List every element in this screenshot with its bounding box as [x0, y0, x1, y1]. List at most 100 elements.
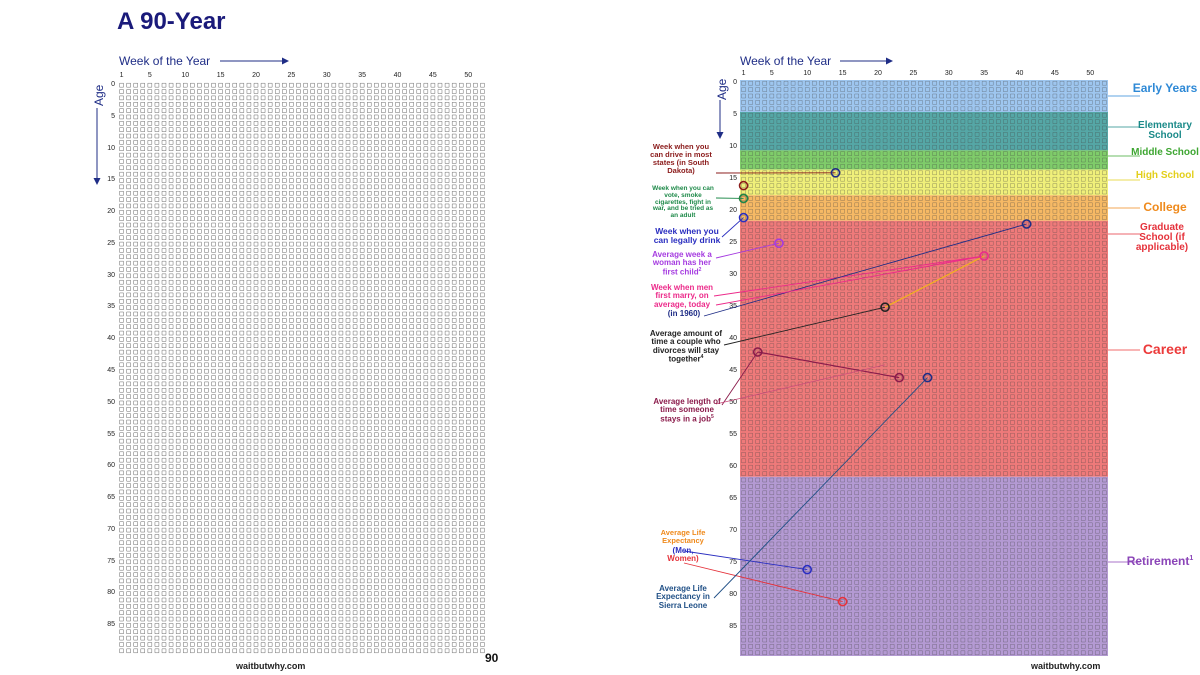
age-tick-right-30: 30	[729, 271, 737, 278]
milestone-marker-job-end	[894, 372, 905, 383]
age-tick-left-25: 25	[107, 239, 115, 247]
note-divorce-footnote: 4	[700, 354, 704, 361]
milestone-marker-2	[738, 212, 749, 223]
stage-band-7	[740, 476, 1108, 656]
divorce-duration-line	[884, 255, 985, 308]
week-tick-left-1: 1	[119, 72, 124, 79]
note-drink: Week when you can legally drink	[653, 226, 721, 245]
leader-line-4	[713, 255, 985, 297]
age-tick-left-40: 40	[107, 335, 115, 343]
note-life-expectancy: Average Life Expectancy	[660, 528, 706, 545]
leader-line-9	[683, 550, 808, 571]
week-tick-right-1: 1	[741, 70, 746, 77]
stage-band-2	[740, 150, 1108, 170]
week-tick-right-25: 25	[909, 70, 918, 77]
stage-band-3	[740, 169, 1108, 196]
note-job-text: Average length of time someone stays in …	[653, 397, 721, 424]
week-tick-right-35: 35	[980, 70, 989, 77]
note-drive: Week when you can drive in most states (…	[650, 142, 712, 175]
age-tick-left-30: 30	[107, 271, 115, 279]
page-number: 90	[485, 651, 499, 665]
week-box-grid	[741, 80, 1107, 656]
life-grid-annotated	[740, 80, 1108, 656]
week-tick-right-30: 30	[944, 70, 953, 77]
age-arrow-left	[93, 108, 101, 185]
milestone-marker-10	[837, 596, 848, 607]
milestone-marker-8	[922, 372, 933, 383]
week-box-grid	[119, 82, 485, 654]
age-tick-right-75: 75	[729, 559, 737, 566]
age-tick-right-60: 60	[729, 463, 737, 470]
note-marry: Week when men first marry, on average, t…	[650, 283, 714, 309]
milestone-marker-7	[752, 347, 763, 357]
week-tick-right-15: 15	[838, 70, 847, 77]
age-tick-left-65: 65	[107, 494, 115, 502]
leader-line-3	[715, 242, 780, 259]
age-tick-right-25: 25	[729, 239, 737, 246]
age-tick-left-85: 85	[107, 621, 115, 629]
week-axis-label: Week of the Year	[119, 54, 211, 68]
week-tick-left-15: 15	[216, 72, 225, 79]
note-divorce: Average amount of time a couple who divo…	[648, 329, 724, 364]
age-tick-left-0: 0	[111, 81, 115, 88]
age-tick-right-50: 50	[729, 399, 737, 406]
note-job-footnote: 5	[710, 413, 714, 420]
age-tick-right-0: 0	[733, 79, 737, 86]
note-life-men: (Men,	[672, 546, 694, 555]
leader-line-2	[721, 217, 744, 238]
week-tick-left-40: 40	[393, 72, 402, 79]
age-tick-right-20: 20	[729, 207, 737, 214]
leader-line-7	[721, 351, 759, 406]
note-child-footnote: 2	[698, 266, 702, 273]
leader-line-5	[703, 223, 1027, 317]
milestone-marker-6	[880, 302, 890, 313]
footer-right: waitbutwhy.com	[1031, 661, 1101, 671]
week-tick-right-40: 40	[1015, 70, 1024, 77]
stage-band-1	[740, 112, 1108, 151]
age-arrow-right	[716, 100, 724, 139]
week-tick-left-10: 10	[181, 72, 190, 79]
age-tick-left-50: 50	[107, 398, 115, 406]
note-life-women: Women)	[667, 554, 699, 563]
week-tick-right-5: 5	[769, 70, 774, 77]
note-sierra-leone: Average Life Expectancy in Sierra Leone	[656, 584, 710, 610]
milestone-marker-vote-edge	[738, 193, 749, 204]
week-tick-left-25: 25	[287, 72, 296, 79]
life-grid-blank	[119, 82, 485, 654]
week-tick-left-35: 35	[358, 72, 367, 79]
age-tick-right-15: 15	[729, 175, 737, 182]
stage-label-early-years: Early Years	[1132, 81, 1198, 95]
leader-line-11	[713, 377, 928, 599]
week-boxes	[119, 82, 485, 654]
age-tick-left-60: 60	[107, 462, 115, 470]
stage-band-4	[740, 195, 1108, 221]
stage-label-high: High School	[1135, 170, 1195, 181]
week-tick-right-20: 20	[874, 70, 882, 77]
week-axis-label-right: Week of the Year	[740, 54, 832, 68]
week-tick-right-50: 50	[1086, 70, 1095, 77]
milestone-marker-3	[774, 238, 784, 248]
week-tick-left-30: 30	[322, 72, 331, 79]
week-tick-right-45: 45	[1051, 70, 1059, 77]
week-boxes	[741, 80, 1107, 656]
job-leader-extra	[715, 364, 886, 405]
milestone-marker-drive-edge	[738, 180, 749, 191]
age-tick-right-70: 70	[729, 527, 737, 534]
note-child-text: Average week a woman has her first child	[652, 250, 712, 277]
age-tick-left-55: 55	[107, 430, 115, 438]
milestone-marker-5	[1021, 219, 1032, 229]
week-tick-left-50: 50	[464, 72, 473, 79]
age-tick-right-85: 85	[729, 623, 737, 630]
age-tick-right-55: 55	[729, 431, 737, 438]
age-tick-left-75: 75	[107, 557, 115, 565]
note-divorce-text: Average amount of time a couple who divo…	[649, 329, 723, 364]
age-tick-right-80: 80	[729, 591, 737, 598]
stage-label-elementary: Elementary School	[1138, 120, 1192, 141]
age-tick-right-5: 5	[733, 111, 737, 118]
age-tick-right-65: 65	[729, 495, 737, 502]
age-tick-left-15: 15	[107, 176, 115, 184]
stage-label-career: Career	[1142, 341, 1188, 357]
week-arrow-left	[220, 57, 289, 65]
note-marry-1960: (in 1960)	[667, 309, 701, 318]
